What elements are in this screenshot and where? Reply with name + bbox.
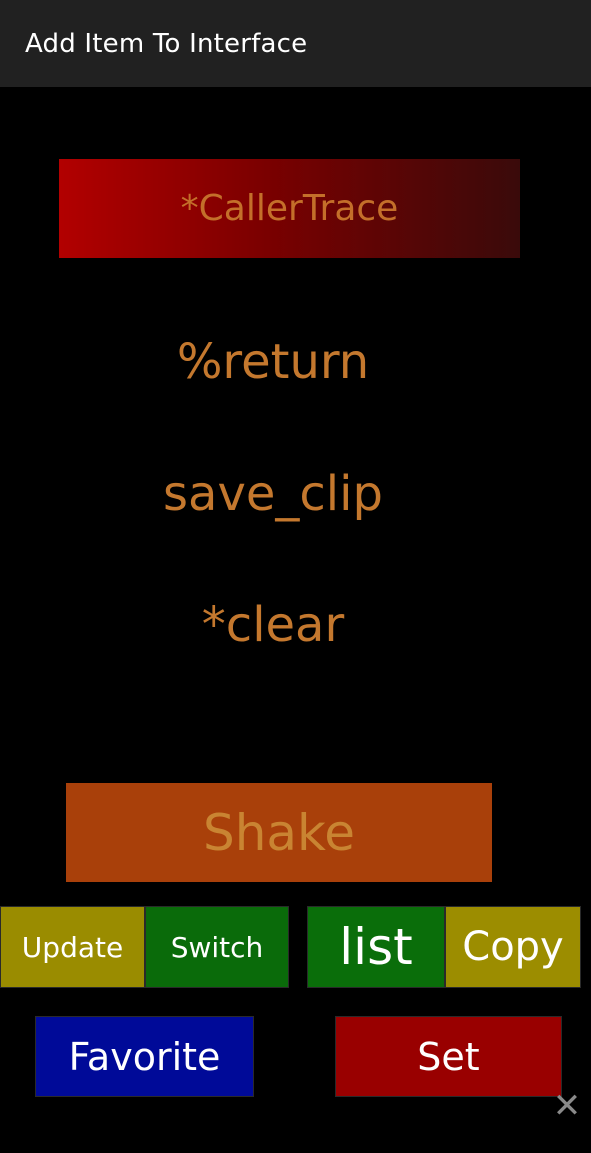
page-title: Add Item To Interface (25, 28, 308, 59)
switch-button[interactable]: Switch (145, 906, 289, 988)
shake-button[interactable]: Shake (66, 783, 492, 882)
copy-button[interactable]: Copy (445, 906, 581, 988)
set-button[interactable]: Set (335, 1016, 562, 1097)
update-button[interactable]: Update (0, 906, 145, 988)
item-caller-trace[interactable]: *CallerTrace (59, 159, 520, 258)
favorite-button[interactable]: Favorite (35, 1016, 254, 1097)
item-return[interactable]: %return (176, 334, 370, 390)
close-icon[interactable]: ✕ (552, 1086, 582, 1126)
item-save-clip[interactable]: save_clip (163, 466, 383, 522)
title-bar: Add Item To Interface (0, 0, 591, 87)
item-clear[interactable]: *clear (201, 597, 345, 653)
list-button[interactable]: list (307, 906, 445, 988)
